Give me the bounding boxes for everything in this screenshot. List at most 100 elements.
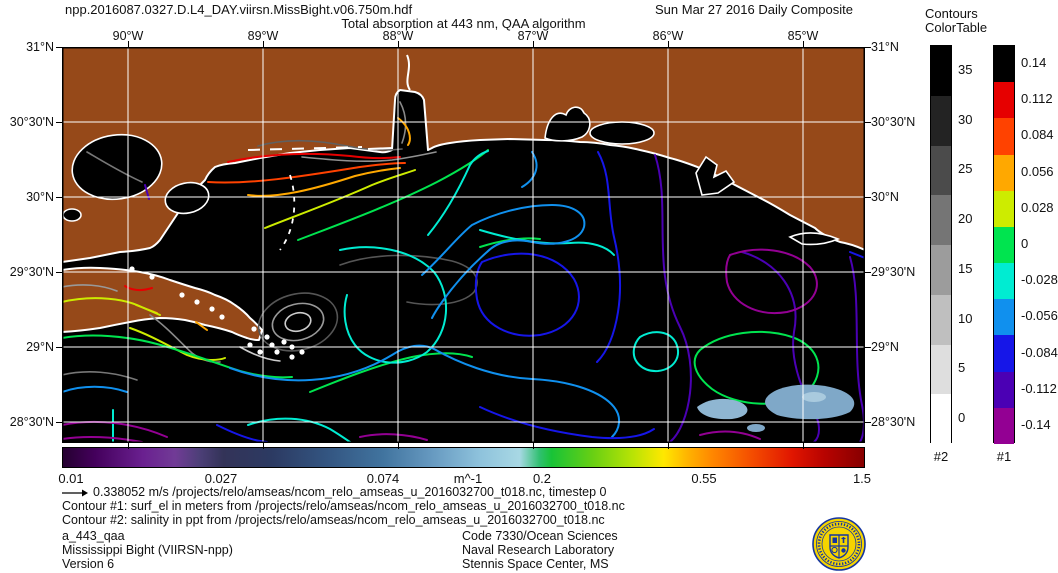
barrier-islands <box>129 146 393 360</box>
lat-label-right: 30°N <box>871 190 899 204</box>
colortable-value-label: 0 <box>958 410 966 426</box>
colortable-1-name: #1 <box>996 449 1012 464</box>
colortable-segment <box>994 190 1014 227</box>
lat-label-left: 29°30'N <box>9 265 54 279</box>
salinity-contours <box>62 101 478 381</box>
lat-label-right: 30°30'N <box>871 115 916 129</box>
map-frame <box>62 47 865 443</box>
small-lake-west <box>62 208 82 222</box>
lon-tick-bottom <box>803 443 804 449</box>
colortable-value-label: 35 <box>958 61 973 77</box>
colorbar-tick-label: 0.55 <box>691 471 717 486</box>
colorbar-tick-label: 0.074 <box>366 471 400 486</box>
contour2-info: Contour #2: salinity in ppt from /projec… <box>62 513 605 527</box>
colortable-value-label: 0.056 <box>1021 163 1054 179</box>
colortable-value-label: 25 <box>958 161 973 177</box>
lat-tick-right <box>865 47 871 48</box>
colortable-value-label: 5 <box>958 360 966 376</box>
lat-tick-right <box>865 272 871 273</box>
lon-tick-top <box>398 41 399 47</box>
pensacola-bay <box>544 106 591 142</box>
lon-tick-top <box>128 41 129 47</box>
colortable-value-label: 0.112 <box>1021 91 1053 107</box>
colortable-value-label: 10 <box>958 310 973 326</box>
lat-tick-left <box>56 422 62 423</box>
lat-label-left: 31°N <box>26 40 54 54</box>
lon-tick-bottom <box>533 443 534 449</box>
contour-legend-title: Contours ColorTable <box>925 7 987 35</box>
colortable-value-label: 0.028 <box>1021 199 1054 215</box>
cloud-patches <box>697 384 855 432</box>
bays-lakes <box>62 106 841 246</box>
colorbar-tick-label: 1.5 <box>852 471 872 486</box>
colortable-segment <box>931 344 951 395</box>
choctawhatchee-bay <box>589 121 655 145</box>
lon-tick-top <box>668 41 669 47</box>
colortable-segment <box>931 95 951 146</box>
colortable-segment <box>994 154 1014 191</box>
colortable-value-label: 15 <box>958 260 973 276</box>
absorption-colorbar <box>62 447 865 468</box>
colortable-segment <box>994 82 1014 119</box>
colortable-1-bar <box>993 45 1015 444</box>
lon-label: 87°W <box>517 29 549 43</box>
colortable-value-label: -0.14 <box>1021 416 1051 432</box>
lat-label-left: 29°N <box>26 340 54 354</box>
colortable-value-label: -0.112 <box>1021 380 1057 396</box>
colortable-value-label: -0.028 <box>1021 272 1058 288</box>
lat-label-left: 30°N <box>26 190 54 204</box>
lat-label-right: 29°N <box>871 340 899 354</box>
plot-title: Total absorption at 443 nm, QAA algorith… <box>341 16 586 31</box>
colortable-segment <box>994 335 1014 372</box>
lat-tick-left <box>56 347 62 348</box>
graticule <box>62 47 865 443</box>
contour1-info: Contour #1: surf_el in meters from /proj… <box>62 499 625 513</box>
lat-tick-right <box>865 122 871 123</box>
version-label: Version 6 <box>62 557 115 571</box>
lat-tick-right <box>865 197 871 198</box>
lon-label: 86°W <box>652 29 684 43</box>
colortable-segment <box>994 263 1014 300</box>
lat-tick-left <box>56 272 62 273</box>
colorbar-tick-label: 0.2 <box>532 471 552 486</box>
apalachicola-lagoon <box>788 232 841 246</box>
lon-tick-bottom <box>398 443 399 449</box>
colortable-segment <box>994 118 1014 155</box>
composite-date: Sun Mar 27 2016 Daily Composite <box>655 2 853 17</box>
lon-tick-bottom <box>668 443 669 449</box>
lat-label-left: 28°30'N <box>9 415 54 429</box>
lat-label-right: 29°30'N <box>871 265 916 279</box>
org-code: Code 7330/Ocean Sciences <box>462 529 618 543</box>
colortable-segment <box>994 46 1014 83</box>
region-name: Mississippi Bight (VIIRSN-npp) <box>62 543 233 557</box>
colortable-value-label: 0.14 <box>1021 55 1047 71</box>
colortable-segment <box>994 371 1014 408</box>
filename-title: npp.2016087.0327.D.L4_DAY.viirsn.MissBig… <box>65 2 413 17</box>
org-location: Stennis Space Center, MS <box>462 557 609 571</box>
lat-tick-left <box>56 122 62 123</box>
contour-legend-title-line1: Contours <box>925 6 978 21</box>
lat-tick-right <box>865 347 871 348</box>
vector-scale-text: 0.338052 m/s /projects/relo/amseas/ncom_… <box>93 485 607 499</box>
colortable-2-bar <box>930 45 952 444</box>
colortable-segment <box>994 226 1014 264</box>
lat-tick-left <box>56 197 62 198</box>
lon-label: 90°W <box>112 29 144 43</box>
lon-tick-top <box>803 41 804 47</box>
nrl-seal-logo <box>812 517 866 571</box>
colortable-value-label: -0.056 <box>1021 308 1058 324</box>
colortable-segment <box>931 294 951 345</box>
colortable-value-label: 0.084 <box>1021 127 1054 143</box>
lake-pontchartrain <box>71 133 163 201</box>
lon-tick-top <box>533 41 534 47</box>
elevation-contours <box>62 117 865 443</box>
colorbar-tick-label: 0.027 <box>204 471 238 486</box>
map-plot <box>62 47 865 443</box>
lat-tick-left <box>56 47 62 48</box>
colorbar-tick-label: 0.01 <box>58 471 84 486</box>
lake-borgne <box>164 181 210 215</box>
colorbar-units-label: m^-1 <box>453 471 483 486</box>
colortable-segment <box>931 245 951 295</box>
colortable-segment <box>994 407 1014 444</box>
